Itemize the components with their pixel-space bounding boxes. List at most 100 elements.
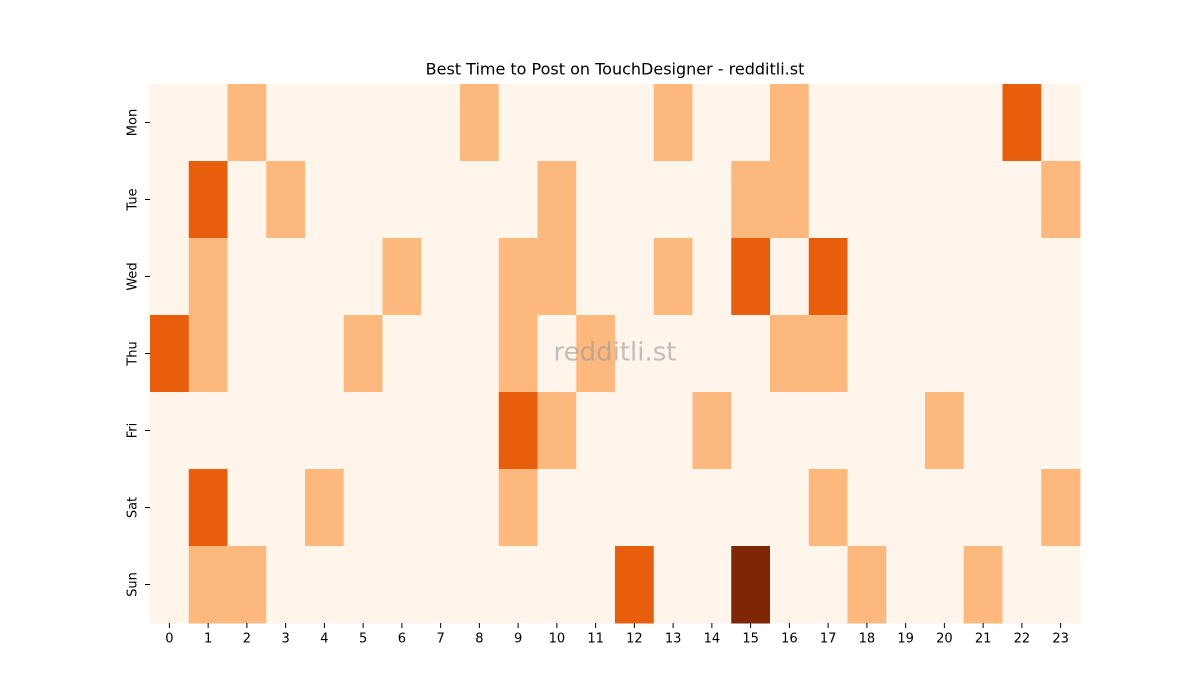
heat-cell [731, 315, 771, 393]
heat-cell [847, 546, 887, 624]
x-tick-label: 9 [514, 632, 522, 647]
heat-cell [266, 161, 306, 239]
heat-cell [188, 84, 228, 162]
heat-cell [770, 84, 810, 162]
heat-cell [1002, 546, 1042, 624]
heat-cell [1041, 161, 1081, 239]
heat-cell [460, 315, 500, 393]
heat-cell [1002, 392, 1042, 470]
heat-cell [537, 315, 577, 393]
heat-cell [421, 315, 461, 393]
heat-cell [537, 469, 577, 547]
heat-cell [731, 161, 771, 239]
heat-cell [343, 392, 383, 470]
heat-cell [847, 161, 887, 239]
heat-cell [227, 469, 267, 547]
heat-cell [537, 161, 577, 239]
heat-cell [421, 469, 461, 547]
heat-cell [305, 84, 345, 162]
heat-cell [615, 469, 655, 547]
heat-cell [576, 392, 616, 470]
x-tick-label: 19 [897, 632, 914, 647]
heat-cell [653, 546, 693, 624]
heat-cell [963, 84, 1003, 162]
heat-cell [266, 238, 306, 316]
heat-cell [498, 161, 538, 239]
heat-cell [343, 161, 383, 239]
heat-cell [886, 238, 926, 316]
heat-cell [421, 161, 461, 239]
heat-cell [886, 392, 926, 470]
heat-cell [305, 315, 345, 393]
heat-cell [150, 315, 190, 393]
y-tick-label: Sat [126, 497, 141, 518]
x-tick-label: 3 [281, 632, 289, 647]
x-tick-label: 4 [320, 632, 328, 647]
heat-cell [847, 315, 887, 393]
x-tick-label: 23 [1052, 632, 1069, 647]
heat-cell [615, 392, 655, 470]
heat-cell [227, 315, 267, 393]
heat-cell [460, 546, 500, 624]
heat-cell [188, 238, 228, 316]
heat-cell [1041, 315, 1081, 393]
heat-cell [421, 84, 461, 162]
heat-cell [731, 546, 771, 624]
x-tick-label: 12 [626, 632, 643, 647]
x-tick-label: 10 [549, 632, 566, 647]
heat-cell [925, 546, 965, 624]
heat-cell [925, 84, 965, 162]
x-tick-label: 20 [936, 632, 953, 647]
heat-cell [421, 546, 461, 624]
heat-cell [188, 392, 228, 470]
heat-cell [963, 238, 1003, 316]
x-tick-label: 17 [820, 632, 837, 647]
heat-cell [537, 392, 577, 470]
heat-cell [1041, 546, 1081, 624]
heat-cell [266, 315, 306, 393]
heat-cell [576, 84, 616, 162]
heat-cell [1002, 238, 1042, 316]
heat-cell [498, 315, 538, 393]
heat-cell [886, 546, 926, 624]
heat-cell [692, 392, 732, 470]
y-tick-label: Sun [126, 572, 141, 597]
heat-cell [460, 161, 500, 239]
heat-cell [653, 161, 693, 239]
heat-cell [692, 315, 732, 393]
heat-cell [770, 392, 810, 470]
heat-cell [925, 469, 965, 547]
heat-cell [731, 392, 771, 470]
heat-cell [615, 84, 655, 162]
x-tick-label: 18 [859, 632, 876, 647]
heat-cell [266, 469, 306, 547]
heat-cell [615, 315, 655, 393]
heat-cell [692, 84, 732, 162]
heat-cell [227, 238, 267, 316]
heat-cell [498, 84, 538, 162]
heat-cell [266, 84, 306, 162]
heat-cell [460, 84, 500, 162]
y-tick-label: Thu [126, 341, 141, 366]
heat-cell [576, 238, 616, 316]
heat-cell [343, 546, 383, 624]
heat-cell [731, 84, 771, 162]
heat-cell [188, 315, 228, 393]
x-tick-label: 15 [742, 632, 759, 647]
heat-cell [576, 546, 616, 624]
heat-cell [1002, 315, 1042, 393]
heat-cell [343, 84, 383, 162]
heat-cell [653, 392, 693, 470]
heat-cell [925, 238, 965, 316]
heat-cell [770, 238, 810, 316]
heat-cell [692, 238, 732, 316]
y-tick-label: Fri [126, 423, 141, 439]
heat-cell [1041, 392, 1081, 470]
heat-cell [925, 315, 965, 393]
heat-cell [150, 238, 190, 316]
heat-cell [847, 84, 887, 162]
heat-cell [537, 84, 577, 162]
heat-cell [188, 546, 228, 624]
heat-cell [963, 546, 1003, 624]
